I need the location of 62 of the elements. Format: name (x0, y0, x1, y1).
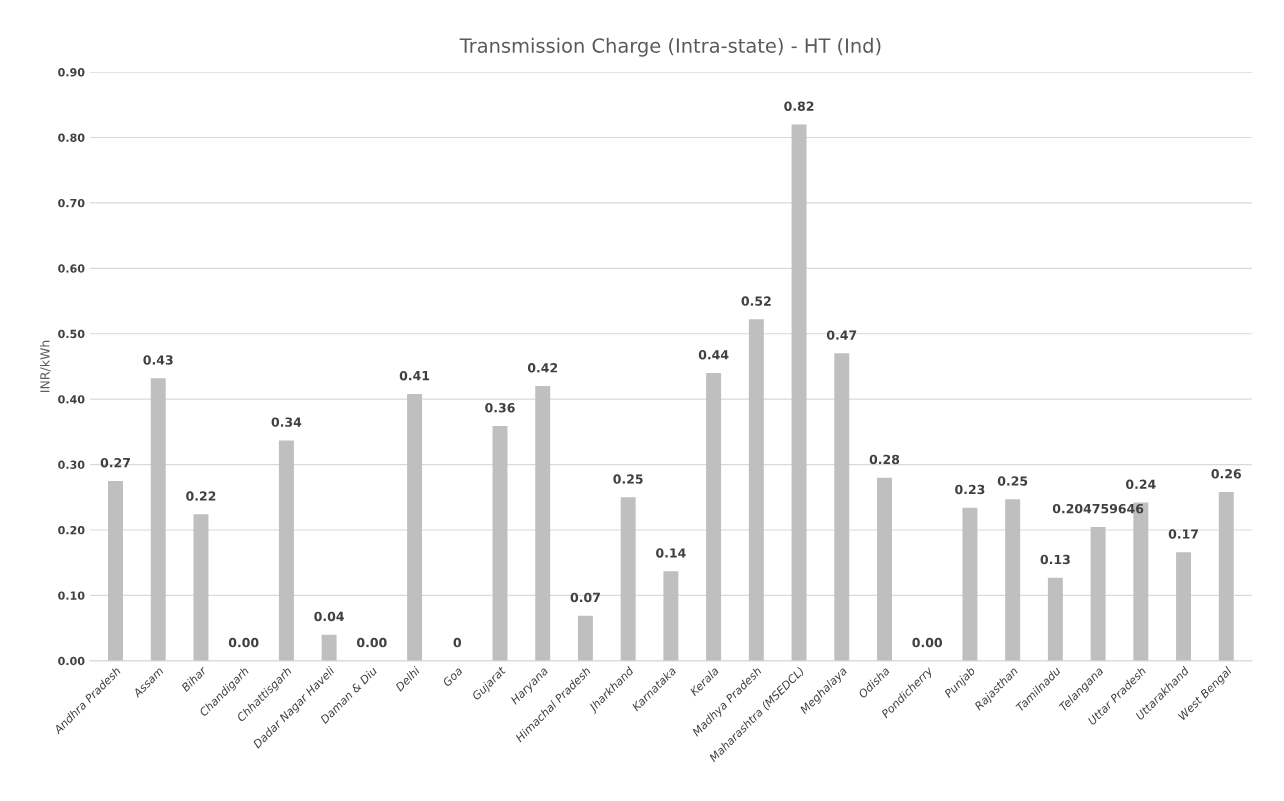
y-tick-label: 0.10 (58, 591, 85, 600)
bar (1090, 526, 1106, 661)
bar (278, 440, 294, 661)
bar (706, 373, 722, 661)
data-label: 0.13 (1040, 554, 1070, 565)
data-label: 0.36 (485, 403, 515, 413)
data-label: 0.00 (228, 637, 259, 648)
data-label: 0.23 (955, 484, 985, 495)
bar (108, 480, 123, 661)
chart-title: Transmission Charge (Intra-state) - HT (Ind) (459, 37, 881, 57)
y-tick-label: 0.30 (58, 460, 85, 469)
y-tick-label: 0.80 (58, 133, 85, 142)
bar (620, 497, 636, 661)
data-label: 0.04 (314, 611, 344, 622)
data-label: 0.26 (1211, 469, 1242, 479)
y-tick-label: 0.40 (58, 395, 85, 404)
data-label: 0.17 (1168, 529, 1198, 539)
data-label: 0.25 (997, 476, 1028, 486)
x-tick-label: Goa (442, 666, 463, 688)
bar (962, 507, 978, 661)
bar (150, 378, 166, 661)
data-label: 0.204759646 (1052, 503, 1144, 514)
bar (1005, 499, 1021, 661)
data-label: 0.07 (570, 592, 600, 603)
y-tick-label: 0.90 (58, 68, 85, 77)
bar (791, 124, 807, 661)
data-label: 0.52 (741, 296, 771, 306)
bar (663, 571, 679, 661)
data-label: 0.25 (613, 474, 643, 484)
bar (1176, 552, 1192, 661)
data-label: 0.22 (186, 491, 216, 501)
bar (535, 386, 551, 661)
bar (492, 425, 508, 661)
bar (1218, 492, 1234, 661)
y-tick-label: 0.70 (58, 198, 85, 208)
data-label: 0.27 (100, 457, 130, 468)
data-label: 0.41 (399, 370, 430, 381)
data-label: 0.34 (271, 417, 302, 427)
bar (407, 393, 423, 661)
data-label: 0.00 (912, 637, 943, 648)
bar (748, 319, 764, 661)
data-label: 0.28 (869, 454, 900, 465)
y-tick-label: 0.20 (58, 525, 85, 535)
bar (877, 477, 892, 661)
data-label: 0.43 (143, 355, 173, 365)
bar (1047, 577, 1063, 661)
data-label: 0.82 (784, 101, 814, 111)
y-tick-label: 0.50 (58, 329, 85, 339)
data-label: 0.00 (357, 637, 387, 648)
data-label: 0.24 (1126, 479, 1156, 489)
bar (834, 353, 850, 661)
y-axis-title: INR/kWh (39, 340, 51, 392)
data-label: 0.47 (826, 330, 857, 340)
bar (577, 615, 593, 661)
data-label: 0.42 (527, 363, 558, 373)
data-label: 0.14 (656, 548, 686, 558)
data-label: 0 (453, 637, 462, 648)
data-label: 0.44 (698, 350, 729, 360)
y-tick-label: 0.00 (58, 656, 85, 666)
bar (193, 514, 209, 661)
y-tick-label: 0.60 (58, 264, 85, 273)
bar (321, 634, 337, 661)
